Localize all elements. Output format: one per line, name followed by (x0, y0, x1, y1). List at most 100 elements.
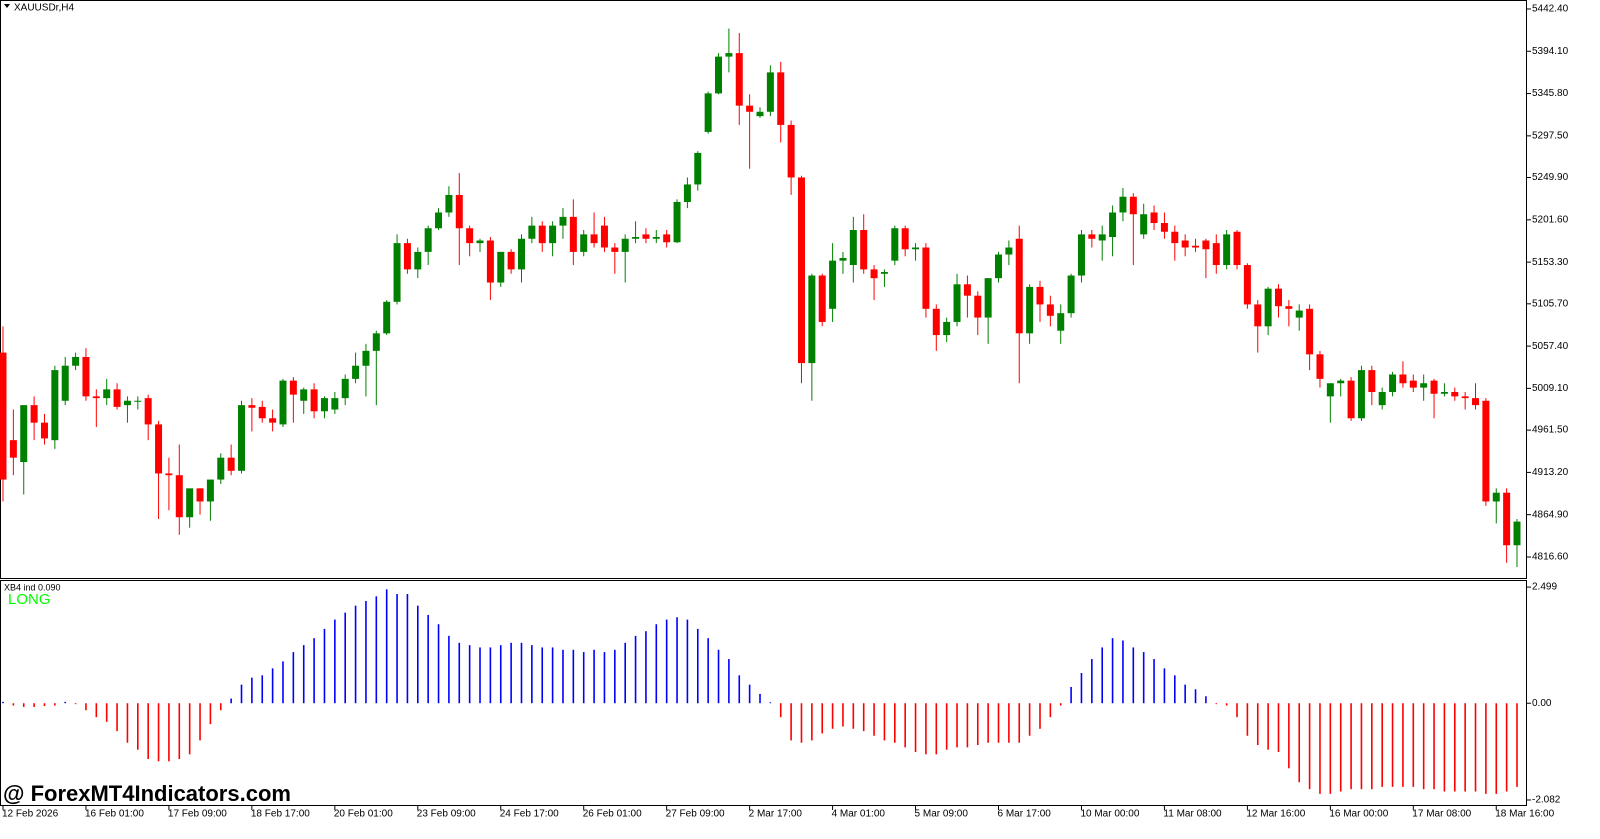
y-tick-label: 0.00 (1532, 698, 1552, 709)
candle-body (756, 111, 764, 117)
y-tick-label: 2.499 (1532, 582, 1557, 593)
y-tick-label: 5009.10 (1532, 383, 1569, 394)
candle-body (787, 124, 795, 178)
candle-body (1129, 196, 1137, 215)
candle-body (269, 418, 277, 423)
candle-body (61, 365, 69, 401)
candle-body (206, 479, 214, 502)
candle-body (1057, 313, 1065, 331)
indicator-title: XB4 ind 0.090 (4, 582, 61, 592)
candle-body (248, 405, 256, 408)
candle-body (227, 457, 235, 471)
candle-body (497, 251, 505, 283)
candle-body (725, 53, 733, 57)
candle-body (704, 93, 712, 132)
candle-body (517, 238, 525, 270)
watermark: @ ForexMT4Indicators.com (3, 781, 291, 806)
candle-body (1160, 222, 1168, 232)
candle-body (1409, 380, 1417, 388)
x-tick-label: 24 Feb 17:00 (500, 809, 559, 820)
candle-body (1492, 492, 1500, 502)
candle-body (144, 398, 152, 425)
candle-body (1451, 392, 1459, 397)
y-tick-label: 5057.40 (1532, 341, 1569, 352)
candle-body (860, 229, 868, 270)
candle-body (642, 234, 650, 239)
x-tick-label: 16 Mar 00:00 (1329, 809, 1388, 820)
candle-body (1368, 370, 1376, 393)
candle-body (1306, 308, 1314, 355)
candle-body (901, 228, 909, 250)
candle-body (424, 228, 432, 252)
y-tick-label: 4961.50 (1532, 425, 1569, 436)
candle-body (1026, 286, 1034, 334)
y-tick-label: -2.082 (1532, 795, 1561, 806)
candle-body (1337, 380, 1345, 384)
candle-body (320, 398, 328, 412)
candle-body (1285, 306, 1293, 309)
candle-body (445, 194, 453, 213)
candle-body (1233, 231, 1241, 266)
candle-body (1347, 380, 1355, 419)
candle-body (72, 356, 80, 366)
price-panel (0, 0, 1527, 579)
candle-body (1274, 288, 1282, 307)
candle-body (103, 389, 111, 399)
candle-body (735, 53, 743, 106)
candle-body (186, 488, 194, 518)
x-tick-label: 20 Feb 01:00 (334, 809, 393, 820)
candle-body (51, 370, 59, 441)
x-tick-label: 12 Feb 2026 (2, 809, 59, 820)
y-tick-label: 5297.50 (1532, 130, 1569, 141)
y-tick-label: 5201.60 (1532, 214, 1569, 225)
candle-body (953, 284, 961, 322)
candle-body (1326, 383, 1334, 397)
candle-body (891, 228, 899, 261)
signal-label: LONG (8, 591, 51, 608)
candle-body (1461, 396, 1469, 399)
candle-body (466, 228, 474, 244)
candle-body (1036, 286, 1044, 305)
candle-body (1067, 275, 1075, 314)
candle-body (113, 389, 121, 407)
candle-body (1140, 214, 1148, 235)
candle-body (1005, 247, 1013, 255)
candle-body (683, 184, 691, 202)
candle-body (569, 216, 577, 252)
candle-body (0, 352, 7, 480)
y-tick-label: 5394.10 (1532, 46, 1569, 57)
x-tick-label: 18 Feb 17:00 (251, 809, 310, 820)
candle-body (155, 424, 163, 474)
x-tick-label: 16 Feb 01:00 (85, 809, 144, 820)
candle-body (1243, 265, 1251, 305)
candle-body (880, 272, 888, 274)
x-tick-label: 10 Mar 00:00 (1080, 809, 1139, 820)
x-tick-label: 17 Feb 09:00 (168, 809, 227, 820)
y-tick-label: 5249.90 (1532, 172, 1569, 183)
candle-body (797, 177, 805, 364)
candle-body (352, 365, 360, 379)
symbol-title: XAUUSDr,H4 (14, 3, 74, 14)
candle-body (1212, 243, 1220, 266)
candle-body (40, 422, 48, 439)
candle-body (341, 378, 349, 399)
candle-body (818, 275, 826, 322)
candle-body (1015, 238, 1023, 334)
candle-body (1109, 212, 1117, 238)
candle-body (943, 321, 951, 336)
candle-body (403, 243, 411, 270)
candle-body (1472, 398, 1480, 406)
candle-body (984, 278, 992, 318)
candle-body (870, 269, 878, 279)
candle-body (1357, 370, 1365, 419)
y-tick-label: 4816.60 (1532, 552, 1569, 563)
candle-body (1295, 310, 1303, 318)
y-tick-label: 5105.70 (1532, 298, 1569, 309)
x-tick-label: 26 Feb 01:00 (583, 809, 642, 820)
candle-body (279, 380, 287, 425)
candle-body (673, 201, 681, 243)
candle-body (289, 380, 297, 395)
x-tick-label: 18 Mar 16:00 (1495, 809, 1554, 820)
candle-body (1171, 231, 1179, 244)
candle-body (1440, 392, 1448, 394)
